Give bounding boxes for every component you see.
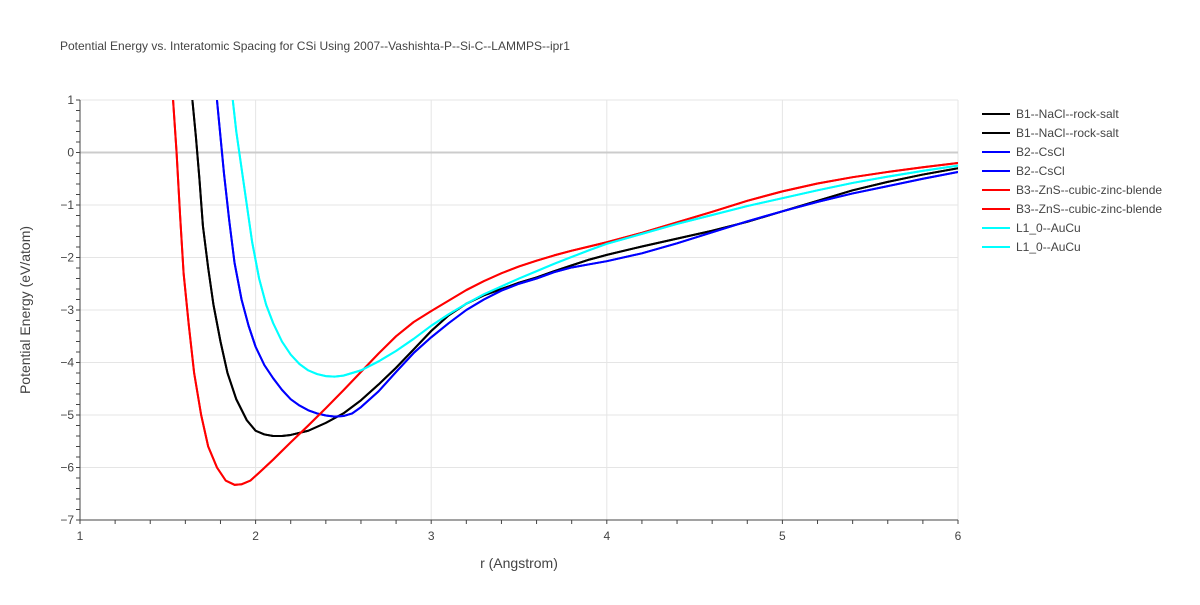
series-line	[191, 100, 958, 437]
legend-label: B1--NaCl--rock-salt	[1016, 107, 1119, 121]
y-tick-label: −6	[60, 461, 74, 475]
x-axis-label: r (Angstrom)	[480, 555, 558, 571]
legend-label: B2--CsCl	[1016, 164, 1065, 178]
x-tick-label: 4	[603, 529, 610, 543]
legend-label: B3--ZnS--cubic-zinc-blende	[1016, 183, 1162, 197]
y-tick-label: 1	[67, 93, 74, 107]
y-tick-label: −1	[60, 198, 74, 212]
y-tick-label: −7	[60, 513, 74, 527]
y-tick-label: −4	[60, 356, 74, 370]
legend: B1--NaCl--rock-salt B1--NaCl--rock-salt B2…	[982, 107, 1162, 254]
y-axis-label: Potential Energy (eV/atom)	[17, 226, 33, 394]
legend-label: B1--NaCl--rock-salt	[1016, 126, 1119, 140]
chart-title: Potential Energy vs. Interatomic Spacing…	[60, 39, 570, 53]
x-tick-label: 6	[955, 529, 962, 543]
legend-label: B2--CsCl	[1016, 145, 1065, 159]
y-tick-label: −3	[60, 303, 74, 317]
legend-label: L1_0--AuCu	[1016, 221, 1081, 235]
y-tick-label: −2	[60, 251, 74, 265]
x-tick-label: 1	[77, 529, 84, 543]
y-tick-label: −5	[60, 408, 74, 422]
series-line	[231, 100, 958, 378]
legend-label: B3--ZnS--cubic-zinc-blende	[1016, 202, 1162, 216]
legend-label: L1_0--AuCu	[1016, 240, 1081, 254]
series-line	[172, 100, 958, 486]
tick-labels: 1 2 3 4 5 6 1 0 −1 −2 −3 −4 −5 −6 −7	[60, 93, 961, 543]
series-layer	[172, 100, 958, 486]
x-tick-label: 5	[779, 529, 786, 543]
x-tick-label: 2	[252, 529, 259, 543]
y-tick-label: 0	[67, 146, 74, 160]
x-tick-label: 3	[428, 529, 435, 543]
series-line	[215, 100, 958, 418]
axes	[76, 99, 959, 524]
